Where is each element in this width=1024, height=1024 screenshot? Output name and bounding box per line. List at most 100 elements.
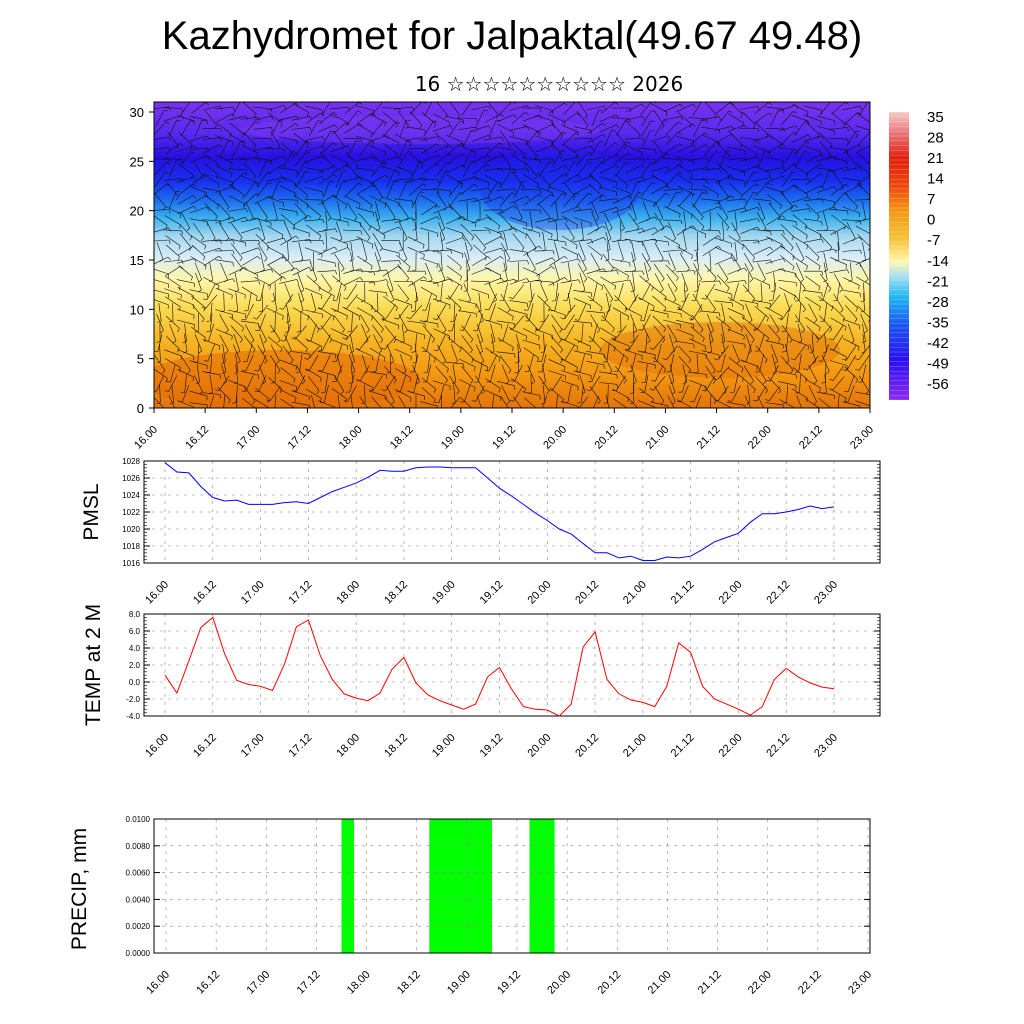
wind-barb-flag <box>386 279 389 284</box>
wind-barb-flag <box>487 155 492 159</box>
wind-barb <box>368 290 387 293</box>
wind-barb <box>389 353 391 373</box>
wind-barb <box>625 103 642 113</box>
wind-barb <box>808 303 818 321</box>
wind-barb-flag <box>706 157 709 162</box>
wind-barb <box>334 375 344 392</box>
wind-barb-flag <box>728 110 733 113</box>
wind-barb-flag <box>538 336 540 341</box>
wind-barb-flag <box>318 215 321 220</box>
wind-barb <box>241 175 259 184</box>
wind-barb-flag <box>547 185 551 190</box>
wind-barb-flag <box>437 189 439 194</box>
wind-barb <box>677 163 693 175</box>
wind-barb-flag <box>654 227 658 231</box>
wind-barb-flag <box>437 136 440 141</box>
wind-barb-flag <box>859 249 862 254</box>
wind-barb <box>245 375 254 392</box>
wind-barb <box>688 188 707 191</box>
wind-barb <box>384 335 397 350</box>
wind-barb <box>343 177 361 182</box>
wind-barb <box>221 364 227 382</box>
wind-barb <box>615 120 626 137</box>
wind-barb-flag <box>469 349 473 354</box>
wind-barb-flag <box>493 299 497 303</box>
wind-barb-flag <box>663 328 666 333</box>
wind-barb-flag <box>701 297 706 300</box>
wind-barb-flag <box>437 179 440 184</box>
wind-barb-flag <box>806 173 809 178</box>
wind-barb-flag <box>295 123 299 127</box>
wind-barb <box>397 304 409 320</box>
wind-barb <box>240 320 259 324</box>
wind-barb <box>561 338 578 347</box>
wind-barb-flag <box>445 379 448 384</box>
wind-barb <box>215 165 233 174</box>
wind-barb-flag <box>654 216 658 221</box>
wind-barb-flag <box>262 381 266 385</box>
wind-barb <box>688 117 707 120</box>
wind-barb-flag <box>309 354 311 359</box>
wind-barb-flag <box>792 266 795 271</box>
wind-barb <box>721 333 726 352</box>
wind-barb-flag <box>561 399 564 404</box>
wind-barb-flag <box>526 126 530 131</box>
wind-barb <box>478 292 482 311</box>
wind-barb <box>509 136 528 142</box>
wind-barb <box>432 188 451 192</box>
wind-barb-flag <box>672 299 677 303</box>
wind-barb <box>722 221 725 240</box>
wind-barb-flag <box>774 360 778 364</box>
wind-barb <box>292 103 309 113</box>
wind-barb <box>291 259 310 263</box>
x-tick-label: 22.12 <box>764 579 792 607</box>
wind-barb <box>806 244 820 258</box>
x-tick-label: 22.12 <box>796 969 824 997</box>
wind-barb-flag <box>532 268 536 272</box>
wind-barb-flag <box>571 237 575 242</box>
wind-barb <box>509 309 528 315</box>
wind-barb <box>409 111 423 126</box>
wind-barb <box>321 102 331 116</box>
wind-barb-flag <box>219 413 223 414</box>
wind-barb <box>625 164 642 174</box>
wind-barb-flag <box>855 130 860 133</box>
wind-barb <box>460 223 474 237</box>
wind-barb-flag <box>390 360 395 364</box>
wind-barb-flag <box>665 112 668 117</box>
wind-barb <box>458 126 477 130</box>
wind-barb <box>806 355 819 371</box>
wind-barb-flag <box>371 316 373 321</box>
wind-barb <box>579 354 585 372</box>
wind-barb <box>228 288 246 295</box>
wind-barb <box>176 319 195 325</box>
wind-barb-flag <box>706 413 710 414</box>
wind-barb-flag <box>831 307 834 312</box>
wind-barb <box>375 201 381 219</box>
wind-barb-flag <box>321 294 323 300</box>
wind-barb-flag <box>616 198 619 203</box>
wind-barb <box>741 316 757 329</box>
pmsl-line <box>164 462 835 561</box>
wind-barb <box>554 242 560 260</box>
wind-barb-flag <box>255 296 258 301</box>
wind-barb <box>603 212 613 229</box>
wind-barb <box>847 374 855 392</box>
y-tick-label: 25 <box>130 154 144 169</box>
wind-barb <box>804 154 821 164</box>
wind-barb-flag <box>316 390 320 394</box>
wind-barb <box>369 135 387 142</box>
wind-barb <box>159 343 161 362</box>
wind-barb <box>203 153 219 165</box>
wind-barb <box>241 247 259 255</box>
wind-barb-flag <box>177 328 180 333</box>
wind-barb <box>613 347 629 359</box>
wind-barb-flag <box>329 339 333 343</box>
wind-barb-flag <box>527 168 529 173</box>
wind-barb <box>247 292 252 311</box>
wind-barb-flag <box>488 216 492 221</box>
wind-barb <box>484 256 501 266</box>
wind-barb <box>356 236 374 245</box>
wind-barb <box>344 102 360 114</box>
wind-barb <box>244 181 255 198</box>
